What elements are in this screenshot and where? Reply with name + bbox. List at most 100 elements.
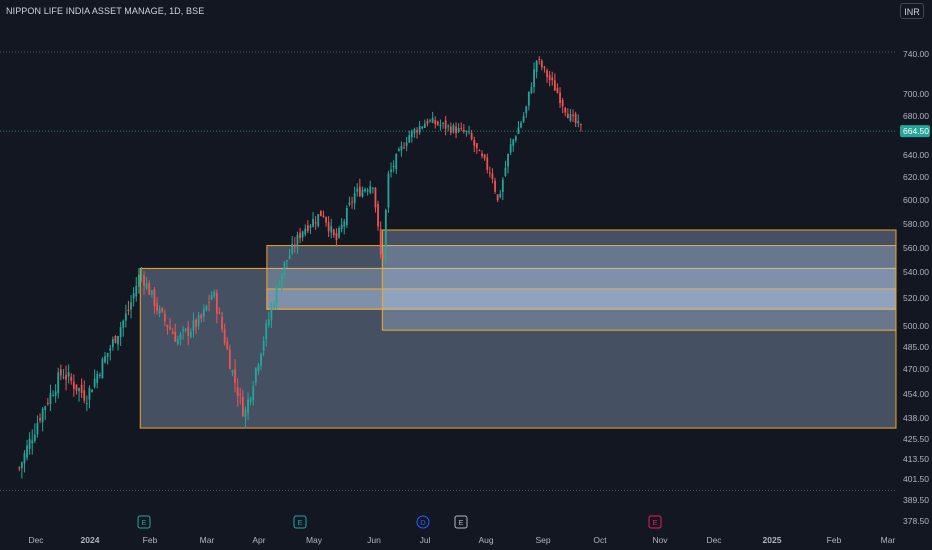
- y-tick-label-9: 540.00: [903, 267, 929, 277]
- candle-206: [551, 71, 554, 86]
- candle-20: [67, 364, 70, 384]
- candle-185: [496, 194, 499, 203]
- candle-165: [444, 116, 447, 136]
- candle-22: [72, 374, 75, 397]
- candle-204: [546, 68, 548, 83]
- candle-144: [390, 162, 392, 178]
- time-axis[interactable]: Dec 2024 Feb Mar Apr May Jun Jul Aug Sep Oct Nov Dec…: [28, 535, 895, 545]
- candle-186: [499, 190, 502, 199]
- last-price-badge-bg: [900, 125, 930, 138]
- candle-28: [88, 385, 91, 409]
- y-tick-label-7: 580.00: [903, 219, 929, 229]
- candle-71: [200, 313, 203, 323]
- candle-116: [317, 213, 320, 228]
- candle-209: [559, 87, 561, 108]
- candle-107: [293, 236, 296, 253]
- candle-52: [150, 289, 153, 299]
- candle-9: [39, 413, 41, 424]
- y-tick-label-16: 425.50: [903, 434, 929, 444]
- candle-179: [481, 150, 483, 159]
- candle-188: [504, 160, 507, 177]
- candle-124: [338, 226, 340, 239]
- candle-84: [234, 359, 236, 393]
- candle-2: [20, 461, 23, 479]
- price-axis[interactable]: 740.00 700.00 680.00 640.00 620.00 600.00 580.…: [903, 49, 929, 526]
- y-tick-label-8: 560.00: [903, 243, 929, 253]
- zone-box-1[interactable]: [139, 267, 897, 429]
- y-tick-label-12: 485.00: [903, 342, 929, 352]
- zone-box-4[interactable]: [381, 229, 897, 331]
- candle-7: [33, 423, 36, 444]
- event-marker-label: E: [297, 518, 302, 527]
- y-tick-label-19: 389.50: [903, 495, 929, 505]
- candle-68: [192, 312, 195, 338]
- candle-140: [379, 221, 382, 259]
- event-marker-label: E: [458, 518, 463, 527]
- candle-202: [540, 59, 543, 71]
- candle-15: [54, 384, 57, 403]
- candle-197: [527, 91, 530, 111]
- event-marker-1[interactable]: E: [137, 515, 151, 529]
- candle-121: [330, 218, 333, 239]
- candle-54: [156, 297, 158, 315]
- candle-170: [457, 123, 460, 133]
- candle-30: [93, 369, 96, 389]
- candle-63: [179, 331, 182, 346]
- candle-172: [462, 124, 465, 134]
- candle-16: [57, 367, 60, 399]
- candle-149: [403, 142, 405, 149]
- candle-173: [465, 130, 468, 137]
- x-tick-label-4: Mar: [200, 535, 215, 545]
- y-tick-label-6: 600.00: [903, 195, 929, 205]
- supply-demand-zones: [139, 229, 897, 429]
- currency-button[interactable]: INR: [900, 3, 924, 19]
- candle-163: [439, 119, 442, 131]
- candle-156: [421, 125, 424, 130]
- candle-171: [460, 122, 463, 131]
- candle-113: [309, 223, 312, 234]
- candle-70: [197, 311, 200, 330]
- candle-77: [215, 289, 218, 324]
- candle-8: [36, 415, 39, 438]
- x-tick-label-13: Dec: [706, 535, 722, 545]
- candle-90: [249, 396, 252, 406]
- candle-103: [283, 261, 286, 280]
- x-tick-label-7: Jun: [367, 535, 381, 545]
- candle-133: [361, 186, 364, 198]
- event-marker-5[interactable]: E: [648, 515, 662, 529]
- candle-205: [548, 70, 551, 87]
- candle-95: [262, 336, 265, 357]
- y-tick-label-20: 378.50: [903, 516, 929, 526]
- candle-217: [579, 123, 582, 132]
- candle-123: [335, 228, 338, 247]
- candle-108: [296, 231, 299, 254]
- y-tick-label-1: 740.00: [903, 49, 929, 59]
- event-marker-3[interactable]: D: [416, 515, 430, 529]
- candle-12: [46, 398, 49, 406]
- candle-61: [174, 323, 177, 343]
- event-marker-4[interactable]: E: [454, 515, 468, 529]
- candle-201: [538, 56, 541, 65]
- candle-180: [483, 153, 486, 161]
- candle-194: [520, 120, 522, 129]
- candle-174: [468, 125, 470, 135]
- candle-187: [501, 177, 504, 201]
- candle-182: [488, 166, 491, 178]
- x-tick-label-11: Oct: [593, 535, 607, 545]
- candle-57: [163, 309, 166, 327]
- candle-207: [553, 73, 556, 91]
- candle-5: [28, 432, 31, 455]
- event-marker-label: E: [652, 518, 657, 527]
- event-marker-2[interactable]: E: [293, 515, 307, 529]
- candle-60: [171, 327, 174, 335]
- candle-143: [387, 170, 390, 213]
- candle-37: [111, 336, 114, 351]
- y-tick-label-18: 401.50: [903, 474, 929, 484]
- zone-box-2[interactable]: [266, 245, 897, 310]
- candle-31: [96, 370, 99, 389]
- candle-88: [244, 406, 247, 429]
- candle-181: [486, 153, 489, 174]
- candle-215: [574, 111, 577, 127]
- candle-34: [104, 351, 106, 364]
